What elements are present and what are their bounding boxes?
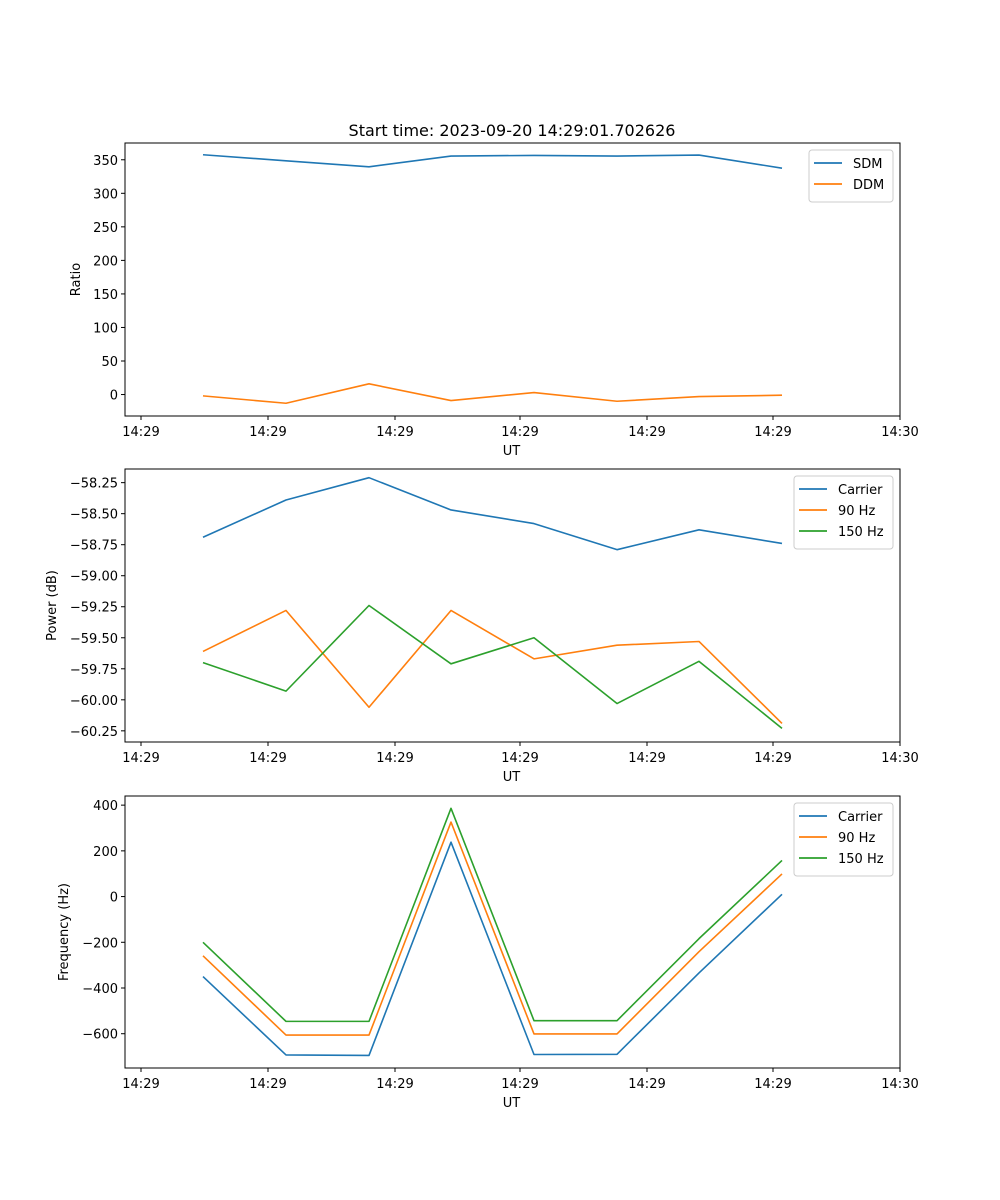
x-tick-label: 14:29 (249, 425, 286, 440)
y-tick-label: −58.50 (70, 508, 118, 523)
series-line-150-hz (202, 807, 783, 1023)
x-tick-label: 14:29 (628, 1077, 665, 1092)
y-tick-label: 0 (110, 389, 118, 404)
axes-frame (124, 795, 901, 1069)
x-tick-label: 14:29 (122, 425, 159, 440)
y-tick-label: 250 (93, 221, 118, 236)
x-tick-label: 14:29 (376, 1077, 413, 1092)
x-tick-label: 14:29 (501, 1077, 538, 1092)
x-tick-label: 14:29 (628, 425, 665, 440)
legend: Carrier 90 Hz 150 Hz (793, 802, 894, 877)
x-tick-label: 14:29 (376, 751, 413, 766)
legend-entry-label: Carrier (838, 483, 883, 498)
y-tick-label: 350 (93, 154, 118, 169)
legend-entry-label: DDM (853, 178, 884, 193)
x-tick-label: 14:30 (881, 1077, 918, 1092)
series-line-90-hz (202, 821, 783, 1036)
legend-entry-label: SDM (853, 157, 882, 172)
y-tick-label: 400 (93, 799, 118, 814)
series-line-90-hz (202, 609, 783, 724)
y-tick-label: 0 (110, 891, 118, 906)
x-tick-label: 14:29 (501, 425, 538, 440)
y-tick-label: −60.00 (70, 694, 118, 709)
y-tick-label: 50 (101, 355, 118, 370)
y-tick-label: 200 (93, 254, 118, 269)
legend: Carrier 90 Hz 150 Hz (793, 475, 894, 550)
x-axis-label: UT (503, 770, 521, 785)
y-tick-label: −59.75 (70, 663, 118, 678)
y-axis-label: Power (dB) (45, 570, 60, 641)
x-tick-label: 14:29 (754, 1077, 791, 1092)
y-tick-label: −600 (82, 1028, 118, 1043)
x-tick-label: 14:29 (376, 425, 413, 440)
series-line-ddm (202, 382, 783, 405)
series-line-carrier (202, 841, 783, 1057)
axes-frame (124, 468, 901, 743)
x-tick-label: 14:29 (754, 751, 791, 766)
chart-panel-3: 400 200 0 −200 −400 −600 14:29 14:29 14:29 14:29 1… (57, 795, 919, 1111)
y-tick-label: −59.50 (70, 632, 118, 647)
series-line-carrier (202, 476, 783, 551)
x-tick-label: 14:29 (501, 751, 538, 766)
y-tick-label: −60.25 (70, 725, 118, 740)
x-axis-label: UT (503, 1096, 521, 1111)
chart-panel-1: 0 50 100 150 200 250 300 350 14:29 14:29 14:29 14:2… (69, 142, 919, 459)
y-tick-label: −58.25 (70, 477, 118, 492)
legend-entry-label: 90 Hz (838, 504, 875, 519)
y-tick-label: −200 (82, 936, 118, 951)
y-axis-label: Ratio (69, 263, 84, 296)
y-axis-label: Frequency (Hz) (57, 883, 72, 981)
x-tick-label: 14:30 (881, 425, 918, 440)
x-tick-label: 14:29 (249, 751, 286, 766)
series-line-150-hz (202, 604, 783, 729)
x-tick-label: 14:29 (754, 425, 791, 440)
y-tick-label: −400 (82, 982, 118, 997)
series-line-sdm (202, 153, 783, 169)
chart-panel-2: −58.25 −58.50 −58.75 −59.00 −59.25 −59.50 −59.… (45, 468, 919, 785)
legend-entry-label: 150 Hz (838, 852, 884, 867)
legend-entry-label: 90 Hz (838, 831, 875, 846)
y-tick-label: −58.75 (70, 539, 118, 554)
x-axis-label: UT (503, 444, 521, 459)
y-tick-label: 150 (93, 288, 118, 303)
legend-entry-label: Carrier (838, 810, 883, 825)
legend: SDM DDM (808, 149, 894, 203)
x-tick-label: 14:30 (881, 751, 918, 766)
x-tick-label: 14:29 (628, 751, 665, 766)
y-tick-label: 300 (93, 187, 118, 202)
x-tick-label: 14:29 (249, 1077, 286, 1092)
axes-frame (124, 142, 901, 417)
legend-entry-label: 150 Hz (838, 525, 884, 540)
y-tick-label: 100 (93, 321, 118, 336)
y-tick-label: −59.25 (70, 601, 118, 616)
x-tick-label: 14:29 (122, 751, 159, 766)
y-tick-label: 200 (93, 845, 118, 860)
y-tick-label: −59.00 (70, 570, 118, 585)
x-tick-label: 14:29 (122, 1077, 159, 1092)
figure-title: Start time: 2023-09-20 14:29:01.702626 (349, 121, 676, 140)
